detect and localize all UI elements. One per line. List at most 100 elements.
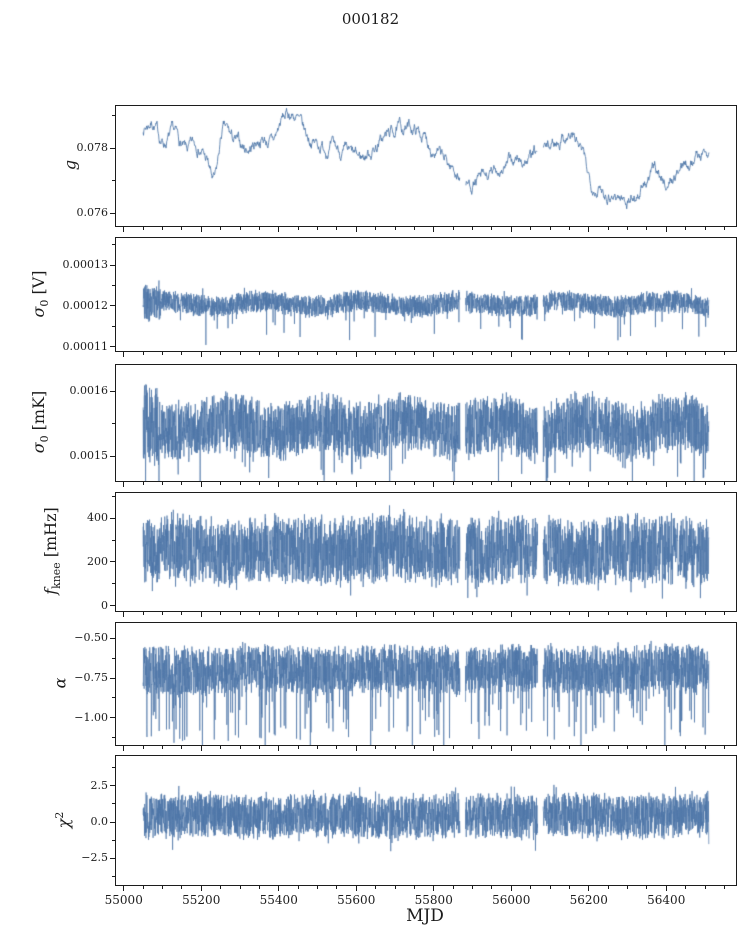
x-tick — [665, 886, 667, 891]
x-minor-tick — [568, 482, 570, 485]
y-tick-label: 0.00012 — [62, 298, 109, 312]
x-tick — [588, 227, 590, 232]
x-minor-tick — [142, 886, 144, 889]
y-minor-tick — [112, 284, 115, 286]
y-tick-label: 2.5 — [90, 778, 109, 792]
x-tick — [433, 886, 435, 891]
x-minor-tick — [317, 612, 318, 615]
y-axis-label-text: σ — [28, 442, 48, 454]
x-minor-tick — [297, 886, 299, 889]
x-minor-tick — [452, 886, 454, 889]
x-minor-tick — [220, 886, 222, 889]
y-tick-label: 400 — [87, 511, 108, 525]
x-tick — [588, 746, 590, 751]
x-minor-tick — [142, 746, 144, 749]
x-minor-tick — [258, 612, 260, 615]
figure-title: 000182 — [341, 10, 400, 28]
y-tick-label: −1.00 — [74, 710, 108, 724]
x-minor-tick — [452, 352, 454, 355]
x-tick — [433, 227, 435, 232]
x-minor-tick — [704, 886, 706, 889]
x-tick — [123, 227, 125, 232]
x-minor-tick — [375, 746, 377, 749]
x-minor-tick — [375, 352, 377, 355]
x-tick — [200, 227, 202, 232]
x-minor-tick — [142, 227, 144, 230]
x-minor-tick — [258, 746, 260, 749]
y-axis-label-text: f — [40, 588, 60, 595]
x-minor-tick — [394, 227, 396, 230]
panel-chi2: −2.5 0.0 2.5 55000 55200 55400 55600 55800 56000… — [81, 755, 737, 907]
x-tick — [355, 482, 357, 487]
x-minor-tick — [220, 227, 222, 230]
x-minor-tick — [685, 352, 687, 355]
x-minor-tick — [646, 746, 648, 749]
y-tick — [110, 785, 115, 787]
series-canvas-g — [116, 106, 736, 226]
x-minor-tick — [530, 227, 532, 230]
x-minor-tick — [375, 886, 377, 889]
x-minor-tick — [220, 352, 222, 355]
y-tick — [110, 605, 115, 607]
x-minor-tick — [220, 482, 222, 485]
x-tick — [200, 746, 202, 751]
y-tick-label: 0.0015 — [69, 449, 109, 463]
x-minor-tick — [549, 612, 551, 615]
x-minor-tick — [220, 612, 222, 615]
x-tick — [278, 227, 280, 232]
x-minor-tick — [413, 227, 415, 230]
x-tick — [123, 352, 125, 357]
x-minor-tick — [491, 612, 493, 615]
x-minor-tick — [607, 227, 609, 230]
x-minor-tick — [568, 886, 570, 889]
x-tick — [588, 352, 590, 357]
x-minor-tick — [413, 746, 415, 749]
x-minor-tick — [530, 612, 532, 615]
x-minor-tick — [646, 482, 648, 485]
y-tick-label: 0.076 — [76, 206, 109, 220]
x-minor-tick — [704, 227, 706, 230]
x-minor-tick — [413, 482, 415, 485]
x-minor-tick — [181, 482, 183, 485]
x-minor-tick — [452, 227, 454, 230]
y-tick — [110, 677, 115, 679]
x-minor-tick — [627, 482, 628, 485]
x-minor-tick — [607, 746, 609, 749]
x-minor-tick — [491, 746, 493, 749]
x-minor-tick — [336, 227, 338, 230]
x-minor-tick — [413, 352, 415, 355]
y-tick — [110, 561, 115, 563]
x-tick — [510, 886, 512, 891]
x-minor-tick — [646, 886, 648, 889]
x-minor-tick — [297, 746, 299, 749]
x-minor-tick — [646, 352, 648, 355]
x-minor-tick — [627, 612, 628, 615]
x-minor-tick — [297, 612, 299, 615]
x-minor-tick — [181, 746, 183, 749]
x-minor-tick — [452, 482, 454, 485]
y-minor-tick — [112, 803, 115, 805]
x-minor-tick — [685, 886, 687, 889]
x-minor-tick — [181, 352, 183, 355]
x-minor-tick — [627, 227, 628, 230]
x-tick — [588, 886, 590, 891]
series-canvas-sigma0-mk — [116, 365, 736, 481]
x-tick — [433, 746, 435, 751]
x-tick — [433, 352, 435, 357]
x-minor-tick — [375, 227, 377, 230]
y-tick — [110, 717, 115, 719]
x-minor-tick — [472, 746, 473, 749]
y-tick-label: 0.0016 — [69, 384, 109, 398]
x-minor-tick — [530, 886, 532, 889]
x-minor-tick — [607, 612, 609, 615]
x-minor-tick — [162, 227, 163, 230]
x-tick — [433, 612, 435, 617]
y-tick-label: 0.00013 — [62, 258, 109, 272]
x-tick — [278, 886, 280, 891]
x-tick — [510, 746, 512, 751]
y-tick-label: 0.078 — [76, 141, 109, 155]
x-minor-tick — [530, 482, 532, 485]
y-minor-tick — [112, 697, 115, 699]
x-tick — [200, 482, 202, 487]
x-tick — [355, 886, 357, 891]
